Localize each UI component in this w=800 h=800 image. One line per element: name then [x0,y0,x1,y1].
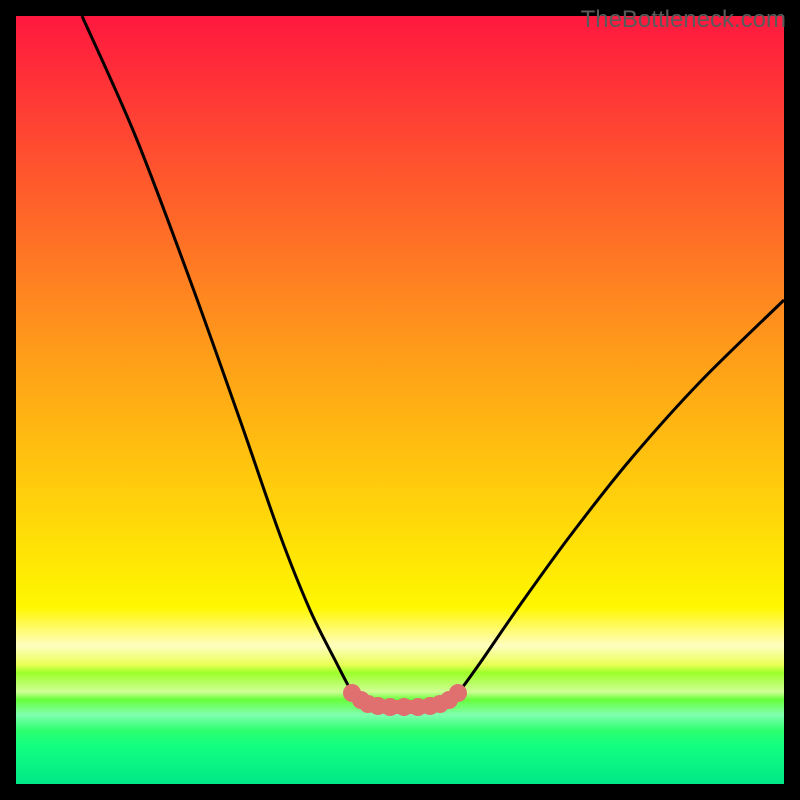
chart-canvas: TheBottleneck.com [0,0,800,800]
watermark-text: TheBottleneck.com [581,6,786,34]
plot-area [16,16,784,784]
